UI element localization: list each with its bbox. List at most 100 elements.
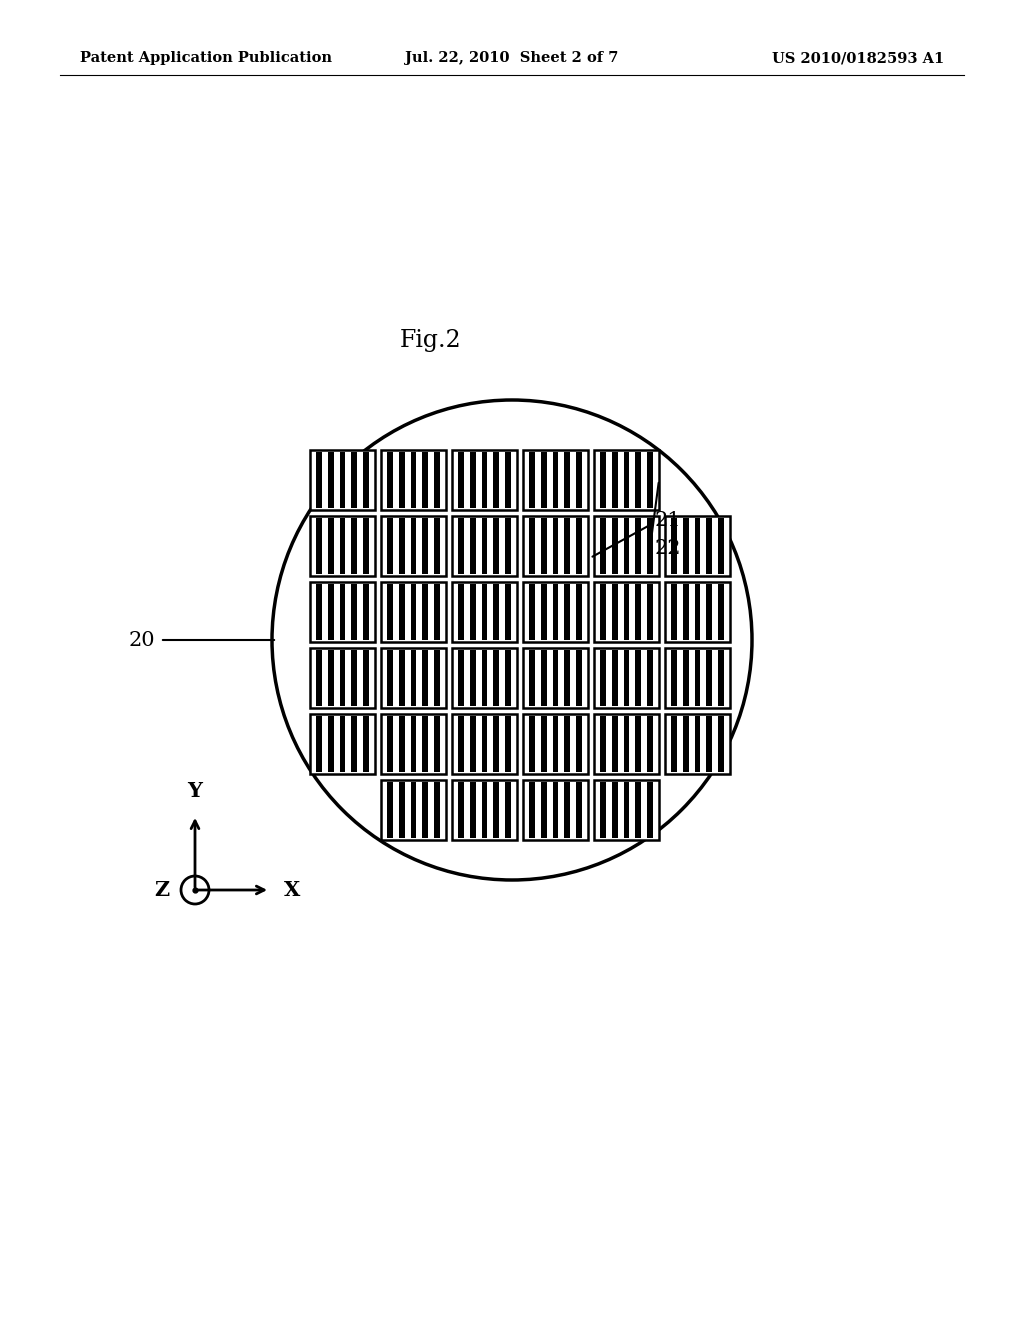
Bar	[553, 517, 558, 574]
Text: Jul. 22, 2010  Sheet 2 of 7: Jul. 22, 2010 Sheet 2 of 7	[406, 51, 618, 65]
Bar	[340, 517, 345, 574]
Text: US 2010/0182593 A1: US 2010/0182593 A1	[772, 51, 944, 65]
Bar	[600, 781, 606, 838]
Bar	[647, 781, 653, 838]
Bar	[564, 649, 570, 706]
Bar	[594, 582, 659, 642]
Bar	[381, 780, 446, 840]
Bar	[647, 649, 653, 706]
Bar	[364, 649, 369, 706]
Bar	[398, 583, 404, 640]
Bar	[470, 583, 475, 640]
Bar	[665, 516, 730, 576]
Bar	[523, 648, 588, 708]
Bar	[351, 649, 357, 706]
Bar	[398, 451, 404, 508]
Bar	[553, 649, 558, 706]
Bar	[422, 451, 428, 508]
Bar	[577, 451, 582, 508]
Text: 20: 20	[128, 631, 155, 649]
Bar	[529, 517, 535, 574]
Text: Z: Z	[154, 880, 169, 900]
Bar	[541, 649, 547, 706]
Bar	[624, 781, 630, 838]
Bar	[398, 517, 404, 574]
Bar	[381, 516, 446, 576]
Bar	[481, 517, 487, 574]
Bar	[452, 450, 517, 510]
Bar	[624, 451, 630, 508]
Bar	[381, 714, 446, 774]
Bar	[328, 517, 334, 574]
Bar	[328, 451, 334, 508]
Bar	[470, 517, 475, 574]
Bar	[647, 517, 653, 574]
Bar	[422, 715, 428, 772]
Bar	[310, 648, 375, 708]
Bar	[541, 517, 547, 574]
Bar	[600, 715, 606, 772]
Bar	[316, 583, 322, 640]
Bar	[411, 649, 417, 706]
Bar	[665, 582, 730, 642]
Bar	[553, 451, 558, 508]
Bar	[340, 451, 345, 508]
Bar	[624, 715, 630, 772]
Bar	[494, 583, 500, 640]
Bar	[600, 451, 606, 508]
Bar	[577, 715, 582, 772]
Bar	[505, 517, 511, 574]
Bar	[694, 583, 700, 640]
Bar	[683, 715, 688, 772]
Bar	[600, 583, 606, 640]
Bar	[411, 451, 417, 508]
Bar	[328, 649, 334, 706]
Bar	[647, 451, 653, 508]
Bar	[553, 715, 558, 772]
Bar	[340, 649, 345, 706]
Bar	[422, 649, 428, 706]
Bar	[458, 781, 464, 838]
Bar	[577, 781, 582, 838]
Bar	[665, 714, 730, 774]
Bar	[594, 516, 659, 576]
Bar	[671, 517, 677, 574]
Bar	[707, 649, 713, 706]
Bar	[671, 715, 677, 772]
Bar	[683, 649, 688, 706]
Bar	[541, 451, 547, 508]
Bar	[635, 649, 641, 706]
Bar	[564, 451, 570, 508]
Bar	[434, 649, 440, 706]
Bar	[494, 451, 500, 508]
Bar	[564, 715, 570, 772]
Bar	[364, 451, 369, 508]
Bar	[411, 781, 417, 838]
Bar	[328, 583, 334, 640]
Bar	[529, 715, 535, 772]
Bar	[422, 583, 428, 640]
Bar	[577, 517, 582, 574]
Bar	[310, 516, 375, 576]
Text: 21: 21	[655, 511, 682, 529]
Bar	[529, 781, 535, 838]
Bar	[458, 517, 464, 574]
Bar	[564, 781, 570, 838]
Bar	[458, 715, 464, 772]
Bar	[523, 516, 588, 576]
Bar	[411, 583, 417, 640]
Bar	[541, 781, 547, 838]
Bar	[452, 648, 517, 708]
Text: 22: 22	[655, 539, 682, 557]
Bar	[505, 781, 511, 838]
Bar	[387, 715, 393, 772]
Text: X: X	[284, 880, 300, 900]
Bar	[594, 648, 659, 708]
Bar	[381, 648, 446, 708]
Bar	[422, 781, 428, 838]
Bar	[683, 517, 688, 574]
Bar	[505, 451, 511, 508]
Bar	[316, 715, 322, 772]
Bar	[523, 450, 588, 510]
Bar	[718, 517, 724, 574]
